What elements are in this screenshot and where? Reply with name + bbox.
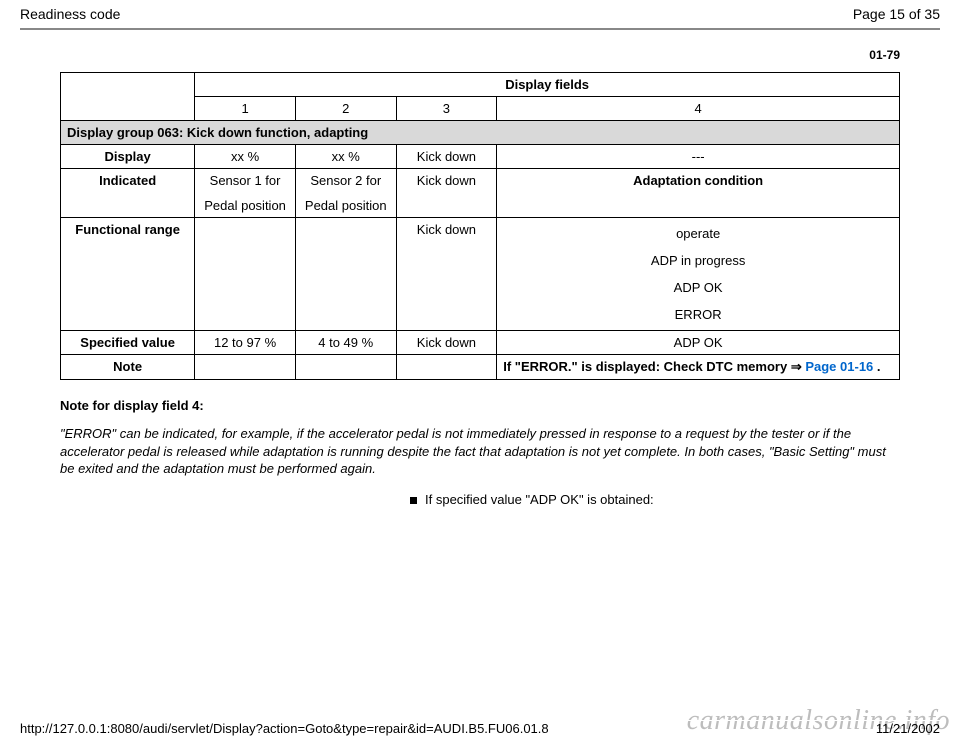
- section-number: 01-79: [60, 48, 900, 62]
- row-specified-c4: ADP OK: [497, 331, 900, 355]
- row-functional-c2: [295, 218, 396, 331]
- row-specified-c3: Kick down: [396, 331, 497, 355]
- footer-date: 11/21/2002: [876, 721, 940, 736]
- footer-url: http://127.0.0.1:8080/audi/servlet/Displ…: [20, 721, 549, 736]
- row-functional: Functional range Kick down operate ADP i…: [61, 218, 900, 331]
- group-row-label: Display group 063: Kick down function, a…: [61, 121, 900, 145]
- header-blank-cell: [61, 73, 195, 121]
- col-num-3: 3: [396, 97, 497, 121]
- row-display-label: Display: [61, 145, 195, 169]
- row-note-c4: If "ERROR." is displayed: Check DTC memo…: [497, 355, 900, 380]
- col-num-1: 1: [195, 97, 296, 121]
- row-indicated-c1a: Sensor 1 for: [201, 173, 289, 188]
- spacer: [302, 188, 390, 198]
- page-header: Readiness code Page 15 of 35: [0, 0, 960, 26]
- header-title: Readiness code: [20, 6, 120, 22]
- display-fields-header: Display fields: [195, 73, 900, 97]
- arrow-icon: ⇒: [791, 359, 802, 374]
- table-header-row-1: Display fields: [61, 73, 900, 97]
- row-display-c1: xx %: [195, 145, 296, 169]
- note-c4-prefix: If "ERROR." is displayed: Check DTC memo…: [503, 359, 791, 374]
- note-section-body: "ERROR" can be indicated, for example, i…: [60, 425, 900, 478]
- row-indicated-c2a: Sensor 2 for: [302, 173, 390, 188]
- note-c4-suffix: .: [873, 359, 880, 374]
- row-note-c3: [396, 355, 497, 380]
- page-link[interactable]: Page 01-16: [805, 359, 873, 374]
- row-note-label: Note: [61, 355, 195, 380]
- spacer: [201, 188, 289, 198]
- page-footer: http://127.0.0.1:8080/audi/servlet/Displ…: [20, 720, 940, 736]
- row-note-c1: [195, 355, 296, 380]
- bullet-line: If specified value "ADP OK" is obtained:: [410, 492, 900, 507]
- row-indicated-c1: Sensor 1 for Pedal position: [195, 169, 296, 218]
- func-c4-line-3: ERROR: [675, 307, 722, 322]
- col-num-4: 4: [497, 97, 900, 121]
- row-indicated-label: Indicated: [61, 169, 195, 218]
- row-specified-c1: 12 to 97 %: [195, 331, 296, 355]
- row-specified-label: Specified value: [61, 331, 195, 355]
- row-functional-c4: operate ADP in progress ADP OK ERROR: [497, 218, 900, 331]
- note-section-title: Note for display field 4:: [60, 398, 900, 413]
- header-page: Page 15 of 35: [853, 6, 940, 22]
- col-num-2: 2: [295, 97, 396, 121]
- row-indicated-c3: Kick down: [396, 169, 497, 218]
- row-display-c2: xx %: [295, 145, 396, 169]
- row-indicated: Indicated Sensor 1 for Pedal position Se…: [61, 169, 900, 218]
- row-display-c4: ---: [497, 145, 900, 169]
- group-row: Display group 063: Kick down function, a…: [61, 121, 900, 145]
- func-c4-line-2: ADP OK: [674, 280, 723, 295]
- func-c4-line-1: ADP in progress: [651, 253, 745, 268]
- row-functional-c1: [195, 218, 296, 331]
- func-c4-line-0: operate: [676, 226, 720, 241]
- square-bullet-icon: [410, 497, 417, 504]
- row-specified-c2: 4 to 49 %: [295, 331, 396, 355]
- header-rule: [20, 28, 940, 30]
- row-functional-label: Functional range: [61, 218, 195, 331]
- display-fields-table: Display fields 1 2 3 4 Display group 063…: [60, 72, 900, 380]
- row-indicated-c2: Sensor 2 for Pedal position: [295, 169, 396, 218]
- bullet-text: If specified value "ADP OK" is obtained:: [425, 492, 654, 507]
- row-display: Display xx % xx % Kick down ---: [61, 145, 900, 169]
- content-area: 01-79 Display fields 1 2 3 4 Display gro…: [0, 48, 960, 507]
- row-note: Note If "ERROR." is displayed: Check DTC…: [61, 355, 900, 380]
- row-specified: Specified value 12 to 97 % 4 to 49 % Kic…: [61, 331, 900, 355]
- row-functional-c3: Kick down: [396, 218, 497, 331]
- row-indicated-c1b: Pedal position: [201, 198, 289, 213]
- row-indicated-c4: Adaptation condition: [497, 169, 900, 218]
- row-display-c3: Kick down: [396, 145, 497, 169]
- row-note-c2: [295, 355, 396, 380]
- row-indicated-c2b: Pedal position: [302, 198, 390, 213]
